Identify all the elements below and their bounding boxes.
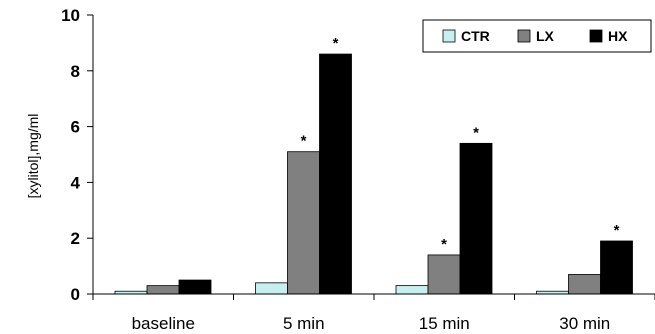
bar-hx-1 bbox=[319, 53, 352, 295]
legend-swatch-hx bbox=[589, 29, 603, 43]
y-tick-label: 0 bbox=[71, 285, 80, 304]
x-ticks: baseline 5 min 15 min 30 min bbox=[92, 294, 655, 333]
significance-marker: * bbox=[441, 236, 447, 253]
significance-marker: * bbox=[333, 35, 339, 52]
legend: CTR LX HX bbox=[422, 19, 652, 53]
y-tick-label: 10 bbox=[61, 6, 80, 25]
x-tick-label: baseline bbox=[132, 314, 195, 333]
y-axis-title: [xylitol],mg/ml bbox=[25, 114, 41, 199]
bar-lx-2 bbox=[427, 254, 461, 295]
y-tick-label: 4 bbox=[71, 173, 81, 192]
bar-hx-3 bbox=[600, 240, 633, 295]
significance-marker: * bbox=[301, 133, 307, 150]
legend-label-hx: HX bbox=[608, 28, 628, 44]
y-ticks: 0 2 4 6 8 10 bbox=[61, 6, 93, 304]
bar-lx-1 bbox=[287, 151, 320, 295]
significance-marker: * bbox=[473, 124, 479, 141]
bars-layer bbox=[114, 53, 633, 295]
y-tick-label: 8 bbox=[71, 62, 80, 81]
legend-swatch-lx bbox=[517, 29, 531, 43]
legend-swatch-ctr bbox=[442, 29, 456, 43]
significance-marker: * bbox=[614, 222, 620, 239]
x-tick-label: 30 min bbox=[559, 314, 610, 333]
bar-ctr-2 bbox=[395, 285, 429, 295]
x-tick-label: 15 min bbox=[419, 314, 470, 333]
y-tick-label: 2 bbox=[71, 229, 80, 248]
y-tick-label: 6 bbox=[71, 118, 80, 137]
legend-label-ctr: CTR bbox=[461, 28, 490, 44]
annotations: * * * * * bbox=[301, 35, 620, 253]
bar-hx-0 bbox=[178, 279, 212, 295]
bar-lx-0 bbox=[146, 285, 180, 295]
legend-box bbox=[422, 19, 652, 53]
bar-lx-3 bbox=[568, 274, 601, 295]
bar-hx-2 bbox=[459, 142, 493, 295]
x-tick-label: 5 min bbox=[283, 314, 325, 333]
legend-label-lx: LX bbox=[536, 28, 555, 44]
bar-ctr-1 bbox=[255, 282, 288, 295]
